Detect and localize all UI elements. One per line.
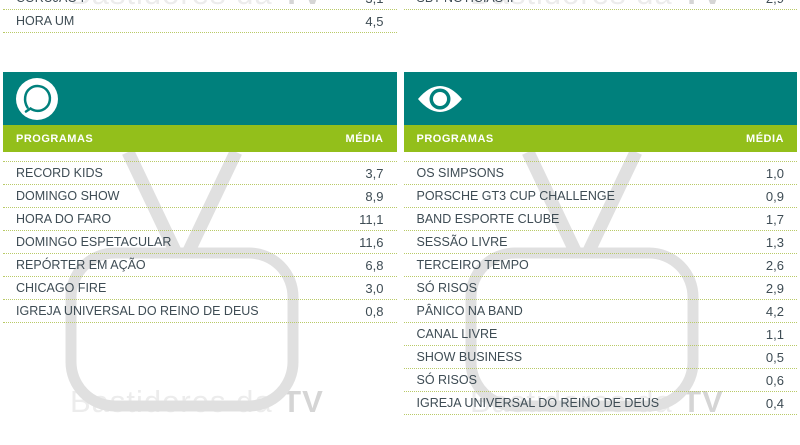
program-name: HORA DO FARO — [16, 212, 112, 226]
table-row: IGREJA UNIVERSAL DO REINO DE DEUS 0,4 — [403, 392, 797, 415]
table-row: PORSCHE GT3 CUP CHALLENGE 0,9 — [403, 185, 797, 208]
band-table: PROGRAMAS MÉDIA OS SIMPSONS 1,0 PORSCHE … — [403, 72, 797, 415]
watermark-text-light: Bastidores da — [470, 0, 682, 11]
media-value: 11,1 — [359, 211, 384, 227]
media-value: 0,8 — [365, 303, 384, 319]
media-value: 2,9 — [766, 0, 784, 6]
program-name: TERCEIRO TEMPO — [416, 258, 529, 272]
table-row: HORA DO FARO 11,1 — [3, 208, 397, 231]
programs-column-label: PROGRAMAS — [416, 132, 494, 145]
band-logo-icon — [417, 85, 462, 112]
table-row: PÂNICO NA BAND 4,2 — [403, 300, 797, 323]
programs-column-label: PROGRAMAS — [16, 132, 94, 145]
table-row: CORUJÃO I 3,1 — [3, 0, 397, 10]
table-row: OS SIMPSONS 1,0 — [403, 162, 797, 185]
main-tables-section: PROGRAMAS MÉDIA RECORD KIDS 3,7 DOMINGO … — [0, 72, 800, 415]
media-value: 3,1 — [365, 0, 383, 6]
program-name: SBT NOTÍCIAS II — [417, 0, 514, 5]
top-right-table: SBT NOTÍCIAS II 2,9 — [403, 0, 797, 33]
media-column-label: MÉDIA — [345, 132, 384, 145]
media-value: 1,0 — [765, 165, 784, 181]
watermark-text-light: Bastidores da — [70, 0, 282, 11]
media-value: 0,9 — [765, 188, 784, 204]
table-row: TERCEIRO TEMPO 2,6 — [403, 254, 797, 277]
tables-content: CORUJÃO I 3,1 HORA UM 4,5 SBT NOTÍCIAS I… — [0, 0, 800, 415]
watermark-text: Bastidores da TV — [70, 0, 324, 12]
media-value: 6,8 — [365, 257, 384, 273]
program-name: HORA UM — [16, 14, 75, 28]
top-partial-section: CORUJÃO I 3,1 HORA UM 4,5 SBT NOTÍCIAS I… — [0, 0, 800, 33]
program-name: PÂNICO NA BAND — [416, 304, 523, 318]
table-row: HORA UM 4,5 — [3, 10, 397, 33]
table-row: BAND ESPORTE CLUBE 1,7 — [403, 208, 797, 231]
table-row: SHOW BUSINESS 0,5 — [403, 346, 797, 369]
media-value: 0,5 — [765, 349, 784, 365]
media-value: 4,2 — [765, 303, 784, 319]
top-left-table: CORUJÃO I 3,1 HORA UM 4,5 — [3, 0, 397, 33]
media-value: 1,7 — [765, 211, 784, 227]
table-row: SÓ RISOS 2,9 — [403, 277, 797, 300]
table-row: RECORD KIDS 3,7 — [3, 162, 397, 185]
column-header: PROGRAMAS MÉDIA — [403, 125, 797, 152]
program-name: DOMINGO SHOW — [16, 189, 120, 203]
program-name: PORSCHE GT3 CUP CHALLENGE — [416, 189, 615, 203]
media-value: 11,6 — [359, 234, 384, 250]
program-name: BAND ESPORTE CLUBE — [416, 212, 560, 226]
program-name: SHOW BUSINESS — [416, 350, 523, 364]
table-row: SESSÃO LIVRE 1,3 — [403, 231, 797, 254]
column-header: PROGRAMAS MÉDIA — [3, 125, 397, 152]
record-table: PROGRAMAS MÉDIA RECORD KIDS 3,7 DOMINGO … — [3, 72, 397, 415]
table-row: DOMINGO SHOW 8,9 — [3, 185, 397, 208]
media-value: 0,4 — [765, 395, 784, 411]
media-value: 2,9 — [765, 280, 784, 296]
program-name: OS SIMPSONS — [416, 166, 505, 180]
media-value: 1,1 — [765, 326, 784, 342]
program-name: CORUJÃO I — [16, 0, 84, 5]
band-brand-band — [403, 72, 797, 125]
program-name: REPÓRTER EM AÇÃO — [16, 258, 146, 272]
watermark-text-bold: TV — [682, 0, 724, 11]
program-name: DOMINGO ESPETACULAR — [16, 235, 172, 249]
record-logo-icon — [16, 77, 58, 120]
record-brand-band — [3, 72, 397, 125]
table-row: IGREJA UNIVERSAL DO REINO DE DEUS 0,8 — [3, 300, 397, 323]
record-rows: RECORD KIDS 3,7 DOMINGO SHOW 8,9 HORA DO… — [3, 161, 397, 323]
band-rows: OS SIMPSONS 1,0 PORSCHE GT3 CUP CHALLENG… — [403, 161, 797, 415]
program-name: IGREJA UNIVERSAL DO REINO DE DEUS — [16, 304, 259, 318]
table-row: CANAL LIVRE 1,1 — [403, 323, 797, 346]
program-name: RECORD KIDS — [16, 166, 103, 180]
table-row: CHICAGO FIRE 3,0 — [3, 277, 397, 300]
media-column-label: MÉDIA — [746, 132, 784, 145]
table-row: DOMINGO ESPETACULAR 11,6 — [3, 231, 397, 254]
watermark-text: Bastidores da TV — [470, 0, 724, 12]
media-value: 3,0 — [365, 280, 384, 296]
watermark-text-bold: TV — [282, 0, 324, 11]
program-name: SÓ RISOS — [416, 281, 477, 295]
media-value: 1,3 — [765, 234, 784, 250]
table-row: REPÓRTER EM AÇÃO 6,8 — [3, 254, 397, 277]
program-name: IGREJA UNIVERSAL DO REINO DE DEUS — [416, 396, 660, 410]
program-name: CANAL LIVRE — [416, 327, 498, 341]
table-row: SBT NOTÍCIAS II 2,9 — [403, 0, 797, 10]
media-value: 4,5 — [365, 13, 384, 29]
media-value: 8,9 — [365, 188, 384, 204]
table-row: SÓ RISOS 0,6 — [403, 369, 797, 392]
program-name: SESSÃO LIVRE — [416, 235, 508, 249]
program-name: SÓ RISOS — [416, 373, 477, 387]
media-value: 2,6 — [765, 257, 784, 273]
media-value: 3,7 — [365, 165, 384, 181]
media-value: 0,6 — [765, 372, 784, 388]
program-name: CHICAGO FIRE — [16, 281, 107, 295]
